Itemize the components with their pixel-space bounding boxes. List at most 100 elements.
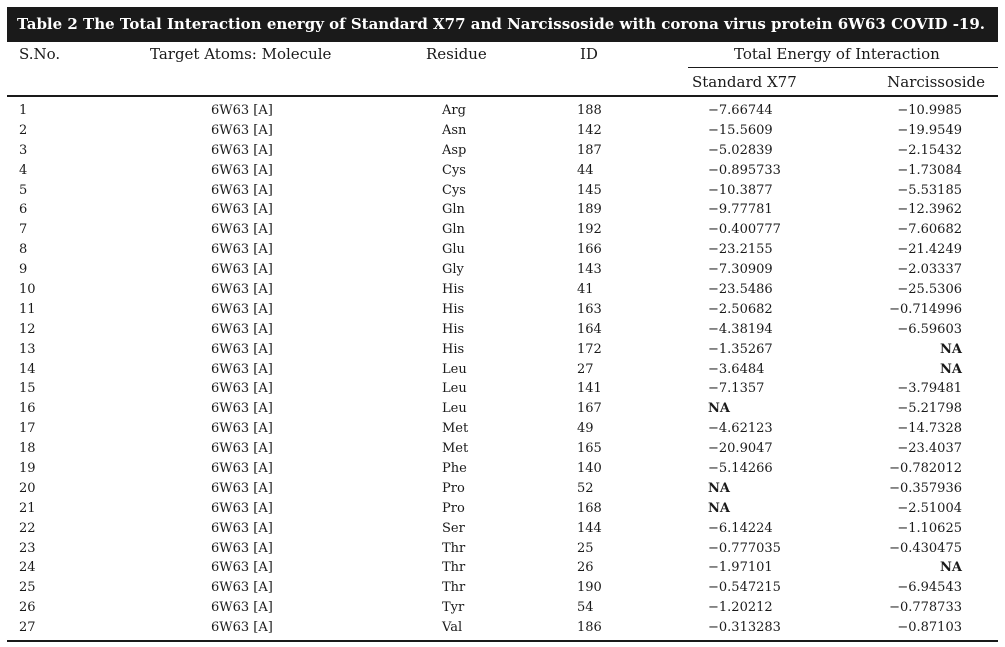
cell-id: 26	[577, 560, 594, 576]
cell-target: 6W63 [A]	[211, 341, 273, 357]
table-row: 16 6W63 [A] Leu 167 NA −5.21798	[7, 399, 998, 419]
cell-narcissoside: −2.03337	[897, 262, 962, 278]
cell-sno: 4	[19, 162, 28, 178]
cell-target: 6W63 [A]	[211, 282, 273, 298]
cell-id: 187	[577, 142, 602, 158]
cell-narcissoside: −12.3962	[897, 202, 962, 218]
table-caption: Table 2 The Total Interaction energy of …	[7, 7, 998, 42]
cell-narcissoside: −21.4249	[897, 242, 962, 258]
cell-narcissoside: −6.59603	[897, 321, 962, 337]
cell-id: 190	[577, 580, 602, 596]
cell-narcissoside: −25.5306	[897, 282, 962, 298]
cell-narcissoside: −0.778733	[889, 600, 962, 616]
table-row: 8 6W63 [A] Glu 166 −23.2155 −21.4249	[7, 240, 998, 260]
cell-sno: 11	[19, 301, 36, 317]
cell-sno: 7	[19, 222, 28, 238]
cell-id: 44	[577, 162, 594, 178]
cell-sno: 17	[19, 421, 36, 437]
table-row: 7 6W63 [A] Gln 192 −0.400777 −7.60682	[7, 220, 998, 240]
cell-sno: 22	[19, 520, 36, 536]
header-residue: Residue	[426, 45, 487, 63]
table-row: 2 6W63 [A] Asn 142 −15.5609 −19.9549	[7, 121, 998, 141]
cell-sno: 19	[19, 461, 36, 477]
cell-target: 6W63 [A]	[211, 540, 273, 556]
cell-narcissoside: NA	[940, 361, 962, 377]
cell-standard-x77: −1.35267	[708, 341, 773, 357]
cell-id: 142	[577, 122, 602, 138]
cell-id: 164	[577, 321, 602, 337]
header-total-energy: Total Energy of Interaction	[734, 45, 940, 63]
table-row: 23 6W63 [A] Thr 25 −0.777035 −0.430475	[7, 539, 998, 559]
bottom-rule	[7, 640, 998, 642]
cell-standard-x77: −5.14266	[708, 461, 773, 477]
header-subrule	[688, 67, 998, 68]
table-row: 14 6W63 [A] Leu 27 −3.6484 NA	[7, 360, 998, 380]
cell-id: 52	[577, 480, 594, 496]
cell-residue: Met	[442, 421, 469, 437]
cell-standard-x77: −4.38194	[708, 321, 773, 337]
cell-residue: Ser	[442, 520, 465, 536]
cell-standard-x77: −2.50682	[708, 301, 773, 317]
cell-narcissoside: −7.60682	[897, 222, 962, 238]
cell-residue: His	[442, 341, 465, 357]
cell-target: 6W63 [A]	[211, 381, 273, 397]
cell-sno: 13	[19, 341, 36, 357]
cell-standard-x77: −10.3877	[708, 182, 773, 198]
cell-sno: 2	[19, 122, 28, 138]
cell-narcissoside: −0.357936	[889, 480, 962, 496]
cell-residue: His	[442, 282, 465, 298]
table-row: 6 6W63 [A] Gln 189 −9.77781 −12.3962	[7, 200, 998, 220]
cell-target: 6W63 [A]	[211, 480, 273, 496]
cell-residue: Gly	[442, 262, 464, 278]
cell-target: 6W63 [A]	[211, 600, 273, 616]
cell-residue: Tyr	[442, 600, 465, 616]
table-row: 20 6W63 [A] Pro 52 NA −0.357936	[7, 479, 998, 499]
cell-sno: 1	[19, 103, 28, 118]
cell-residue: Pro	[442, 480, 465, 496]
cell-residue: Leu	[442, 361, 467, 377]
cell-id: 166	[577, 242, 602, 258]
table-row: 25 6W63 [A] Thr 190 −0.547215 −6.94543	[7, 578, 998, 598]
cell-sno: 21	[19, 500, 36, 516]
cell-residue: Leu	[442, 401, 467, 417]
cell-standard-x77: −9.77781	[708, 202, 773, 218]
cell-id: 49	[577, 421, 594, 437]
table-row: 11 6W63 [A] His 163 −2.50682 −0.714996	[7, 300, 998, 320]
table-row: 18 6W63 [A] Met 165 −20.9047 −23.4037	[7, 439, 998, 459]
table-row: 17 6W63 [A] Met 49 −4.62123 −14.7328	[7, 419, 998, 439]
cell-narcissoside: −0.87103	[897, 620, 962, 636]
cell-narcissoside: −2.15432	[897, 142, 962, 158]
cell-sno: 14	[19, 361, 36, 377]
cell-target: 6W63 [A]	[211, 321, 273, 337]
cell-residue: Leu	[442, 381, 467, 397]
table-row: 3 6W63 [A] Asp 187 −5.02839 −2.15432	[7, 141, 998, 161]
cell-sno: 9	[19, 262, 28, 278]
cell-narcissoside: −0.782012	[889, 461, 962, 477]
cell-residue: Pro	[442, 500, 465, 516]
cell-sno: 23	[19, 540, 36, 556]
table-row: 13 6W63 [A] His 172 −1.35267 NA	[7, 340, 998, 360]
cell-target: 6W63 [A]	[211, 461, 273, 477]
cell-id: 25	[577, 540, 594, 556]
cell-narcissoside: −1.73084	[897, 162, 962, 178]
cell-sno: 18	[19, 441, 36, 457]
cell-target: 6W63 [A]	[211, 520, 273, 536]
cell-standard-x77: −4.62123	[708, 421, 773, 437]
cell-target: 6W63 [A]	[211, 122, 273, 138]
cell-id: 41	[577, 282, 594, 298]
cell-id: 186	[577, 620, 602, 636]
table-row: 21 6W63 [A] Pro 168 NA −2.51004	[7, 499, 998, 519]
cell-id: 54	[577, 600, 594, 616]
cell-residue: Val	[442, 620, 463, 636]
header-sno: S.No.	[19, 45, 61, 63]
cell-sno: 3	[19, 142, 28, 158]
cell-residue: His	[442, 301, 465, 317]
cell-target: 6W63 [A]	[211, 142, 273, 158]
cell-id: 143	[577, 262, 602, 278]
cell-standard-x77: −0.547215	[708, 580, 781, 596]
cell-residue: Gln	[442, 202, 465, 218]
header-rule	[7, 95, 998, 97]
header-id: ID	[580, 45, 598, 63]
cell-residue: Asn	[442, 122, 467, 138]
cell-standard-x77: −6.14224	[708, 520, 773, 536]
